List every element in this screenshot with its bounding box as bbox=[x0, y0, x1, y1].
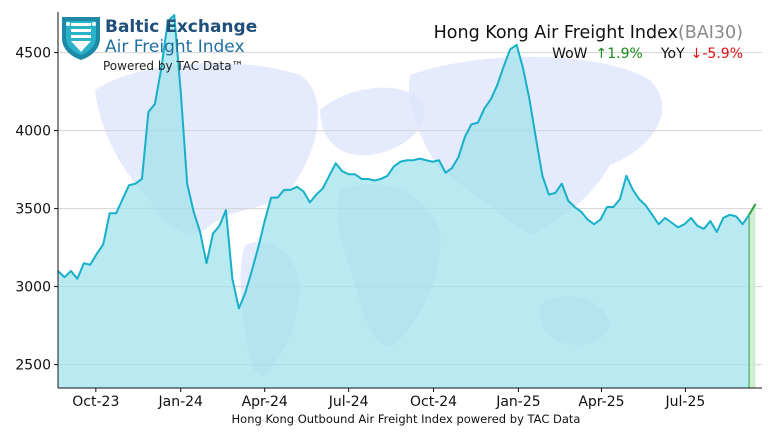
x-tick-label: Jan-25 bbox=[495, 394, 540, 410]
x-tick-label: Oct-24 bbox=[410, 394, 457, 410]
x-tick-label: Jul-25 bbox=[665, 394, 706, 410]
index-code: (BAI30) bbox=[678, 23, 743, 43]
x-tick-label: Jan-24 bbox=[157, 394, 203, 410]
yoy-label: YoY bbox=[660, 46, 685, 62]
baltic-exchange-emblem bbox=[62, 17, 100, 60]
area-layer bbox=[57, 14, 757, 389]
x-tick-label: Oct-23 bbox=[72, 394, 119, 410]
logo-line-3: Powered by TAC Data™ bbox=[103, 59, 244, 73]
x-axis-ticks: Oct-23 Jan-24 Apr-24 Jul-24 Oct-24 Jan-25 Apr-… bbox=[72, 388, 705, 410]
y-tick-label: 4000 bbox=[15, 124, 51, 140]
area-fill bbox=[58, 15, 750, 389]
x-axis-caption: Hong Kong Outbound Air Freight Index pow… bbox=[232, 412, 581, 426]
wow-value: ↑1.9% bbox=[596, 46, 643, 62]
y-tick-label: 3000 bbox=[15, 280, 51, 296]
map-continent bbox=[320, 87, 424, 156]
y-tick-label: 4500 bbox=[15, 46, 51, 62]
y-axis-ticks: 2500 3000 3500 4000 4500 bbox=[15, 46, 58, 374]
brand-logo: Baltic Exchange Air Freight Index Powere… bbox=[62, 17, 257, 73]
logo-line-1: Baltic Exchange bbox=[105, 17, 257, 37]
title-text: Hong Kong Air Freight Index bbox=[434, 23, 678, 43]
x-tick-label: Jul-24 bbox=[328, 394, 369, 410]
change-stats: WoW ↑1.9% YoY ↓-5.9% bbox=[552, 46, 743, 62]
yoy-value: ↓-5.9% bbox=[691, 46, 743, 62]
y-tick-label: 2500 bbox=[15, 358, 51, 374]
logo-line-2: Air Freight Index bbox=[105, 37, 245, 57]
x-tick-label: Apr-25 bbox=[578, 394, 624, 410]
chart-title: Hong Kong Air Freight Index(BAI30) bbox=[434, 23, 743, 43]
series-line-latest bbox=[748, 203, 757, 216]
axes bbox=[57, 12, 762, 389]
y-tick-label: 3500 bbox=[15, 202, 51, 218]
x-tick-label: Apr-24 bbox=[242, 394, 288, 410]
wow-label: WoW bbox=[552, 46, 588, 62]
series-line bbox=[57, 14, 750, 310]
area-fill-latest bbox=[749, 203, 756, 388]
